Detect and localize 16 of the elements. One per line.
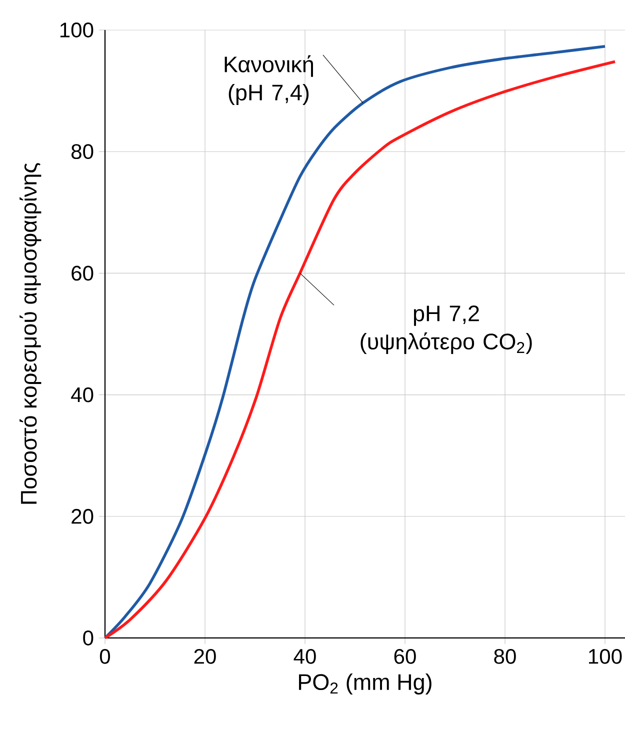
x-tick-label: 100 <box>589 648 622 664</box>
annotation: pH 7,2 (υψηλότερο CO$_{2}$) <box>360 305 532 354</box>
y-tick-label: 60 <box>72 266 94 281</box>
y-tick-label: 100 <box>60 22 94 38</box>
x-axis-title: PO$_{2}$ (mm Hg) <box>299 674 432 695</box>
x-tick-label: 0 <box>100 648 110 664</box>
y-axis-title: Ποσοστό κορεσμού αιμοσφαιρίνης <box>20 163 42 504</box>
x-tick-label: 60 <box>394 648 416 664</box>
y-tick-label: 20 <box>72 508 94 524</box>
y-tick-label: 80 <box>72 144 94 160</box>
x-tick-label: 40 <box>294 648 316 664</box>
x-tick-label: 80 <box>494 648 516 664</box>
annotation: Κανονική (pH 7,4) <box>224 55 313 105</box>
y-tick-label: 40 <box>71 387 94 402</box>
y-tick-label: 0 <box>83 630 94 646</box>
x-tick-label: 20 <box>194 648 216 664</box>
